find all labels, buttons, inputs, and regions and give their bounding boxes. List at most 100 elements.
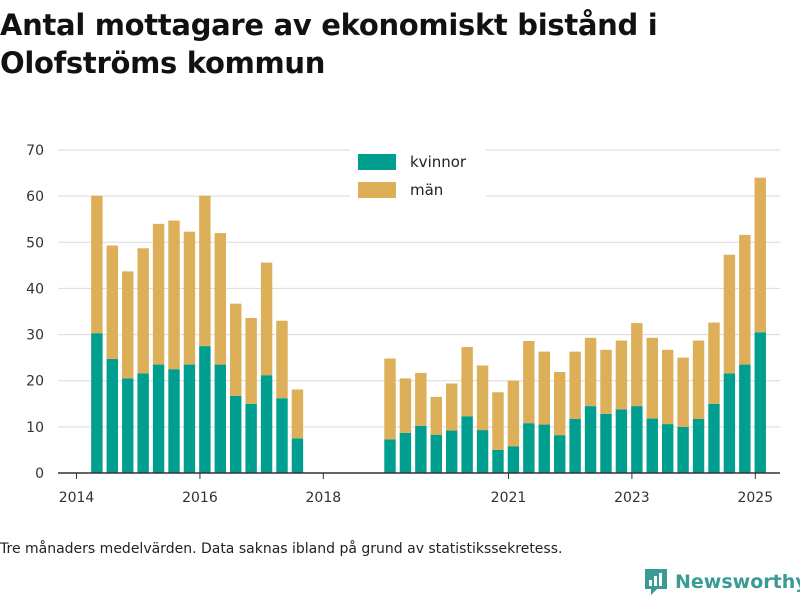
bar-kvinnor bbox=[445, 430, 458, 473]
bar-man bbox=[723, 254, 736, 374]
chart-title: Antal mottagare av ekonomiskt bistånd i … bbox=[0, 8, 658, 80]
bar-kvinnor bbox=[615, 409, 628, 473]
bar-kvinnor bbox=[507, 446, 520, 473]
bar-kvinnor bbox=[492, 449, 504, 473]
bar-kvinnor bbox=[168, 369, 180, 473]
bars bbox=[91, 177, 766, 473]
bar-man bbox=[230, 303, 242, 396]
bar-man bbox=[739, 234, 751, 365]
bar-kvinnor bbox=[677, 426, 689, 473]
bar-man bbox=[615, 340, 628, 410]
bar-man bbox=[631, 323, 643, 407]
bar-man bbox=[276, 320, 288, 399]
bar-man bbox=[476, 365, 489, 431]
bar-man bbox=[291, 389, 304, 439]
bar-man bbox=[754, 177, 766, 333]
brand-logo[interactable]: Newsworthy bbox=[643, 566, 800, 598]
y-tick-label: 0 bbox=[35, 466, 44, 482]
bar-kvinnor bbox=[430, 434, 442, 473]
bar-kvinnor bbox=[600, 413, 612, 473]
bar-kvinnor bbox=[122, 378, 134, 473]
bar-kvinnor bbox=[152, 364, 165, 473]
bar-man bbox=[430, 396, 442, 435]
bar-kvinnor bbox=[415, 425, 427, 473]
y-tick-label: 30 bbox=[26, 328, 44, 344]
bar-kvinnor bbox=[214, 364, 227, 473]
bar-man bbox=[692, 340, 705, 420]
bar-man bbox=[553, 371, 566, 436]
y-tick-label: 10 bbox=[26, 420, 44, 436]
bar-man bbox=[492, 392, 504, 450]
bar-man bbox=[538, 351, 550, 425]
y-tick-label: 70 bbox=[26, 143, 44, 159]
y-tick-label: 60 bbox=[26, 189, 44, 205]
bar-kvinnor bbox=[106, 359, 119, 473]
bar-kvinnor bbox=[739, 364, 751, 473]
newsworthy-logo-icon bbox=[645, 569, 667, 595]
bar-man bbox=[415, 372, 427, 426]
bar-kvinnor bbox=[91, 333, 103, 473]
x-tick-label: 2021 bbox=[491, 490, 527, 506]
legend: kvinnor män bbox=[350, 144, 486, 202]
bar-man bbox=[384, 358, 396, 440]
x-tick-label: 2018 bbox=[306, 490, 342, 506]
axes: 0 10 20 30 40 50 60 70 2014 2016 2018 2021 2023 2025 bbox=[26, 143, 780, 506]
bar-man bbox=[461, 347, 473, 417]
y-tick-label: 20 bbox=[26, 374, 44, 390]
bar-man bbox=[260, 262, 273, 376]
bar-man bbox=[152, 223, 165, 365]
bar-man bbox=[214, 233, 227, 365]
bar-man bbox=[137, 248, 149, 374]
bar-man bbox=[91, 195, 103, 334]
bar-kvinnor bbox=[754, 332, 766, 473]
bar-kvinnor bbox=[584, 406, 597, 473]
bar-kvinnor bbox=[708, 403, 720, 473]
bar-man bbox=[399, 378, 412, 433]
bar-man bbox=[507, 380, 520, 447]
bar-man bbox=[600, 349, 612, 414]
bar-kvinnor bbox=[230, 395, 242, 473]
bar-kvinnor bbox=[183, 364, 196, 473]
bar-man bbox=[646, 337, 658, 419]
bar-man bbox=[199, 195, 211, 347]
legend-label-kvinnor: kvinnor bbox=[410, 153, 467, 171]
x-tick-label: 2014 bbox=[59, 490, 95, 506]
bar-kvinnor bbox=[553, 435, 566, 473]
y-tick-label: 50 bbox=[26, 235, 44, 251]
bar-kvinnor bbox=[523, 423, 535, 473]
bar-kvinnor bbox=[399, 432, 412, 473]
bar-kvinnor bbox=[260, 375, 273, 473]
bar-kvinnor bbox=[199, 346, 211, 473]
legend-swatch-man bbox=[358, 182, 396, 198]
legend-label-man: män bbox=[410, 181, 443, 199]
bar-kvinnor bbox=[631, 406, 643, 473]
bar-man bbox=[661, 349, 674, 425]
footnote: Tre månaders medelvärden. Data saknas ib… bbox=[0, 541, 563, 557]
bar-kvinnor bbox=[291, 438, 304, 473]
bar-man bbox=[708, 322, 720, 404]
bar-kvinnor bbox=[723, 373, 736, 473]
bar-man bbox=[245, 317, 257, 404]
bar-man bbox=[122, 271, 134, 379]
bar-man bbox=[677, 357, 689, 427]
bar-kvinnor bbox=[538, 424, 550, 473]
y-tick-label: 40 bbox=[26, 281, 44, 297]
x-tick-label: 2016 bbox=[182, 490, 218, 506]
bar-kvinnor bbox=[384, 439, 396, 473]
bar-man bbox=[106, 245, 119, 360]
x-tick-label: 2023 bbox=[614, 490, 650, 506]
bar-kvinnor bbox=[461, 416, 473, 473]
bar-man bbox=[523, 341, 535, 424]
bar-man bbox=[168, 220, 180, 370]
bar-man bbox=[445, 383, 458, 431]
bar-kvinnor bbox=[137, 373, 149, 473]
legend-swatch-kvinnor bbox=[358, 154, 396, 170]
bar-kvinnor bbox=[646, 418, 658, 473]
x-tick-label: 2025 bbox=[737, 490, 773, 506]
bar-kvinnor bbox=[245, 403, 257, 473]
bar-kvinnor bbox=[476, 430, 489, 473]
bar-kvinnor bbox=[276, 398, 288, 473]
bar-kvinnor bbox=[692, 419, 705, 473]
bar-man bbox=[569, 351, 581, 420]
